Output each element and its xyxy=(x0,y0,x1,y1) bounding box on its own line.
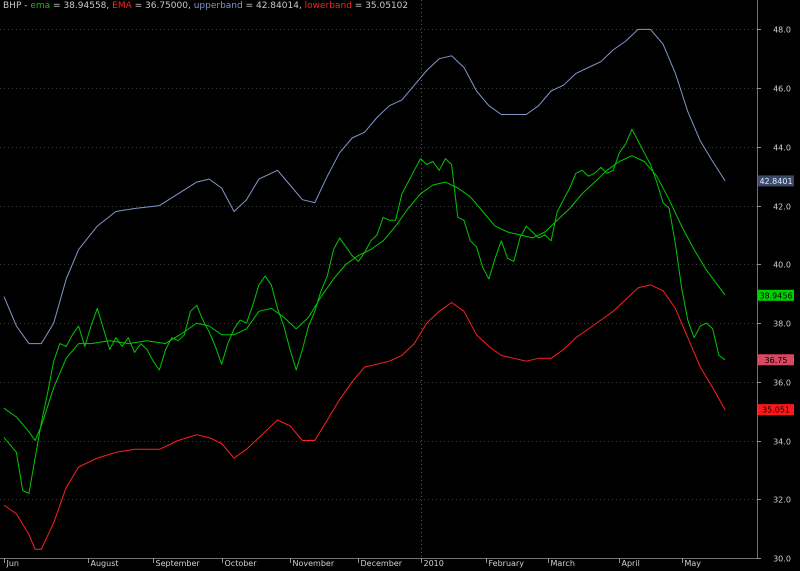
series-layer xyxy=(3,28,726,550)
legend: BHP - ema = 38.94558, EMA = 36.75000, up… xyxy=(3,1,409,11)
x-tick-label: April xyxy=(622,559,640,568)
value-tags: 42.8401 38.9456 36.75 35.051 xyxy=(758,175,794,416)
x-tick-label: Jun xyxy=(6,559,20,568)
legend-EMA-label: EMA xyxy=(112,1,132,11)
series-line-ema xyxy=(3,155,726,441)
x-tick-label: December xyxy=(361,559,403,568)
x-tick-label: February xyxy=(489,559,525,568)
y-tick-label: 30.0 xyxy=(773,555,791,564)
x-tick-label: March xyxy=(551,559,575,568)
x-tick-label: November xyxy=(293,559,335,568)
legend-lowerband-value: 35.05102 xyxy=(365,1,409,11)
grid xyxy=(0,0,757,559)
y-tick-label: 40.0 xyxy=(773,261,791,270)
legend-ema-label: ema xyxy=(30,1,51,11)
y-tick-label: 34.0 xyxy=(773,438,791,447)
legend-upperband-label: upperband xyxy=(193,1,243,11)
x-tick-label: September xyxy=(156,559,201,568)
legend-ticker: BHP xyxy=(3,1,22,11)
value-tag-label: 42.8401 xyxy=(759,177,792,186)
legend-lowerband-label: lowerband xyxy=(304,1,352,11)
x-tick-label: October xyxy=(225,559,258,568)
value-tag-box xyxy=(758,175,794,187)
value-tag-label: 38.9456 xyxy=(759,291,792,300)
value-tag-label: 35.051 xyxy=(762,406,790,415)
series-line-upperband xyxy=(3,28,726,345)
legend-EMA-value: 36.75000 xyxy=(145,1,188,11)
legend-upperband-value: 42.84014 xyxy=(255,1,299,11)
value-tag-box xyxy=(758,354,794,366)
x-tick-label: May xyxy=(685,559,702,568)
y-tick-label: 48.0 xyxy=(773,26,791,35)
y-tick-label: 32.0 xyxy=(773,496,791,505)
x-tick-label: 2010 xyxy=(424,559,444,568)
series-line-lowerband xyxy=(3,284,726,550)
value-tag-box xyxy=(758,289,794,301)
y-tick-label: 46.0 xyxy=(773,85,791,94)
series-line-price xyxy=(3,128,726,494)
y-tick-label: 44.0 xyxy=(773,144,791,153)
plot-background xyxy=(0,0,757,558)
y-tick-label: 36.0 xyxy=(773,379,791,388)
y-axis: 30.0 32.0 34.0 36.0 38.0 40.0 42.0 44.0 46.0 48.0 xyxy=(757,26,791,564)
x-axis: Jun August September October November Decembe… xyxy=(4,558,702,568)
value-tag-box xyxy=(758,404,794,416)
value-tag-label: 36.75 xyxy=(765,356,788,365)
y-tick-label: 42.0 xyxy=(773,203,791,212)
y-tick-label: 38.0 xyxy=(773,320,791,329)
legend-ema-value: 38.94558 xyxy=(63,1,107,11)
x-tick-label: August xyxy=(91,559,119,568)
